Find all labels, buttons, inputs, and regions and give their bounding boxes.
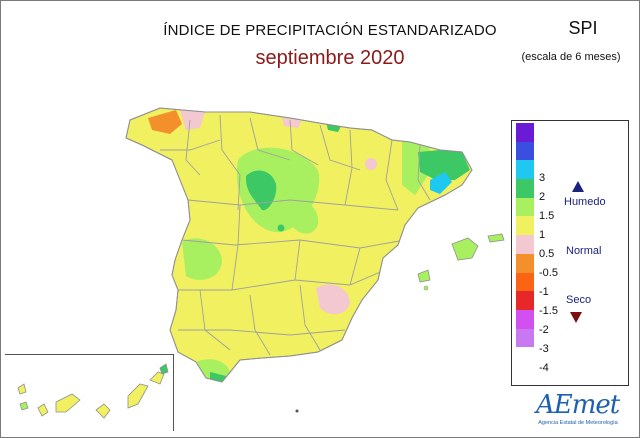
legend-tick-minus-0-5: -0.5 <box>539 267 558 279</box>
aemet-logo-tagline: Agencia Estatal de Meteorología <box>538 420 618 426</box>
light-humid-area-west <box>182 238 222 280</box>
legend-class-dry: Seco <box>566 294 592 306</box>
light-dry-area-cantabrian <box>282 118 302 128</box>
aemet-logo: AEmet Agencia Estatal de Meteorología <box>528 390 628 432</box>
very-humid-area-barcelona <box>430 172 452 194</box>
legend-swatch <box>516 235 534 254</box>
legend-tick-2: 2 <box>539 191 546 203</box>
legend-swatch <box>516 179 534 198</box>
light-dry-spot-navarra <box>365 158 377 170</box>
legend-class-humid: Humedo <box>564 196 606 208</box>
legend-swatch <box>516 141 534 161</box>
humid-area-catalonia <box>418 150 470 180</box>
legend-swatch <box>516 123 534 142</box>
humid-area-duero <box>245 170 277 211</box>
legend-swatch <box>516 160 534 180</box>
legend-tick-minus-1-5: -1.5 <box>539 305 558 317</box>
legend-class-normal: Normal <box>566 245 602 257</box>
legend-color-bar <box>516 123 534 348</box>
island-ibiza <box>417 269 431 283</box>
legend-tick-1-5: 1.5 <box>539 210 555 222</box>
light-dry-area-granada <box>316 284 350 315</box>
map-title: ÍNDICE DE PRECIPITACIÓN ESTANDARIZADO <box>163 22 497 39</box>
island-mallorca <box>451 237 479 261</box>
spot-alboran <box>295 409 299 413</box>
legend-swatch <box>516 272 534 292</box>
legend-tick-minus-3: -3 <box>539 343 549 355</box>
humid-spot-center <box>277 224 285 232</box>
legend-swatch <box>516 197 534 217</box>
aemet-logo-word: AEmet <box>536 390 620 420</box>
legend-tick-minus-1: -1 <box>539 286 549 298</box>
map-subtitle: septiembre 2020 <box>255 47 405 69</box>
legend-swatch <box>516 291 534 310</box>
island-formentera <box>423 285 429 291</box>
province-borders <box>160 114 431 356</box>
legend-swatch <box>516 216 534 236</box>
light-humid-area-center <box>290 201 319 234</box>
legend-swatch <box>516 309 534 329</box>
legend-tick-0-5: 0.5 <box>539 248 555 260</box>
canary-islands <box>17 371 165 419</box>
island-lanzarote <box>159 363 169 375</box>
legend-swatch <box>516 328 534 348</box>
canary-inset-box <box>5 354 174 431</box>
dry-arrow-icon <box>570 312 582 323</box>
island-menorca <box>487 233 505 243</box>
legend-tick-1: 1 <box>539 229 546 241</box>
index-name: SPI <box>568 18 598 38</box>
legend-tick-minus-2: -2 <box>539 324 549 336</box>
humid-arrow-icon <box>572 181 584 192</box>
legend-tick-minus-4: -4 <box>539 362 549 374</box>
legend-swatch <box>516 253 534 273</box>
index-scale: (escala de 6 meses) <box>521 51 621 63</box>
legend-tick-3: 3 <box>539 172 546 184</box>
island-gomera <box>19 401 29 411</box>
legend: 3 2 1.5 1 0.5 -0.5 -1 -1.5 -2 -3 -4 <box>511 120 629 386</box>
light-dry-area-galicia <box>180 110 205 130</box>
dry-area-galicia <box>148 110 182 134</box>
